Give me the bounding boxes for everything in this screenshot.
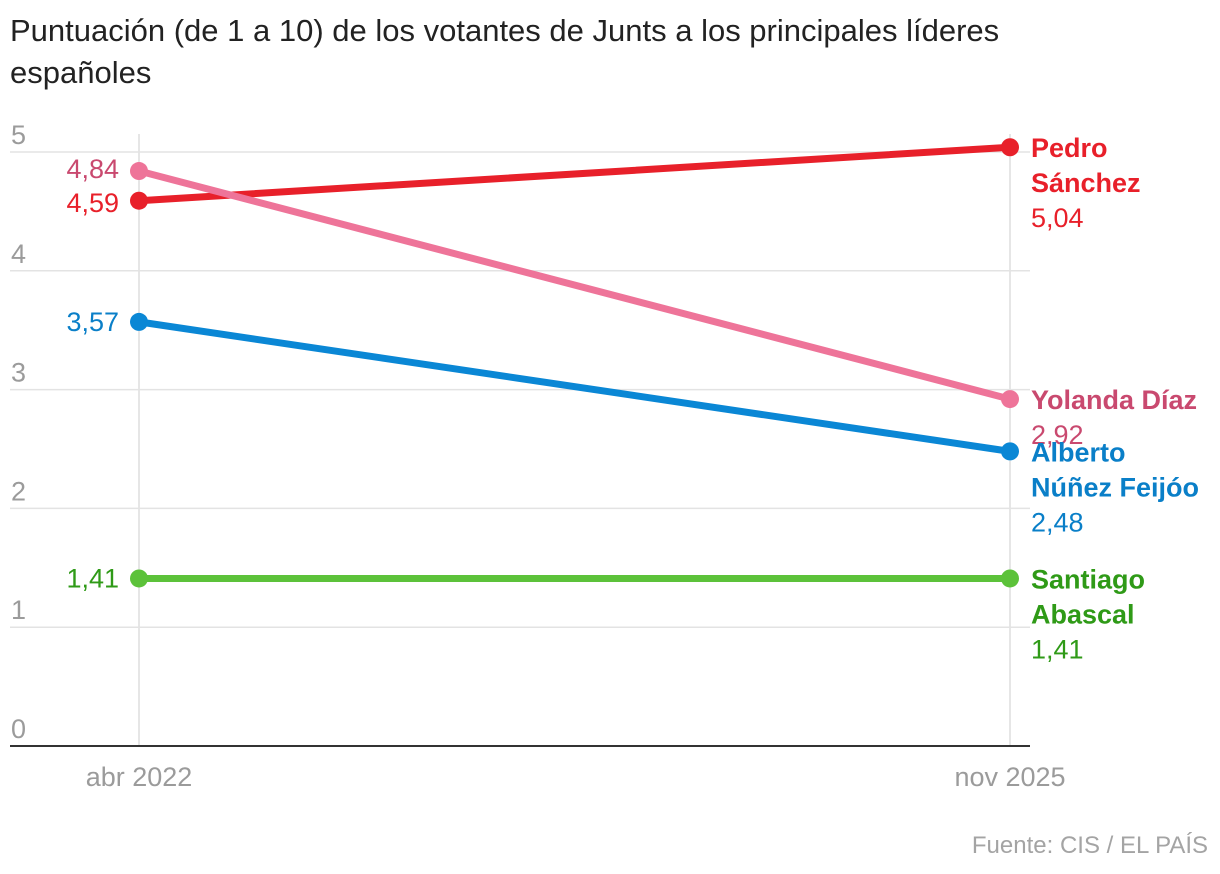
x-tick-label: abr 2022 <box>86 762 193 792</box>
x-tick-label: nov 2025 <box>954 762 1065 792</box>
start-value-label: 3,57 <box>66 307 119 337</box>
data-point <box>130 312 148 331</box>
y-tick-label: 3 <box>11 358 26 388</box>
series-line <box>135 318 1014 455</box>
series-name-label: Santiago <box>1031 564 1145 594</box>
series-name-label: Núñez Feijóo <box>1031 472 1199 502</box>
data-point <box>130 191 148 210</box>
data-point <box>1001 138 1019 157</box>
data-point <box>1001 442 1019 461</box>
chart-title: Puntuación (de 1 a 10) de los votantes d… <box>10 13 1000 90</box>
end-value-label: 1,41 <box>1031 634 1084 664</box>
source-note: Fuente: CIS / EL PAÍS <box>971 832 1208 859</box>
start-value-label: 1,41 <box>66 563 119 593</box>
data-point <box>130 162 148 181</box>
start-value-label: 4,84 <box>66 154 119 184</box>
y-tick-label: 0 <box>11 714 26 744</box>
y-tick-label: 2 <box>11 476 26 506</box>
series-name-label: Pedro <box>1031 133 1108 163</box>
series-name-label: Sánchez <box>1031 168 1141 198</box>
series-name-label: Abascal <box>1031 599 1135 629</box>
end-value-label: 2,92 <box>1031 420 1084 450</box>
start-value-label: 4,59 <box>66 188 119 218</box>
y-tick-label: 5 <box>11 120 26 150</box>
series-line <box>135 167 1014 403</box>
series-line <box>135 143 1014 205</box>
data-point <box>130 569 148 588</box>
data-point <box>1001 390 1019 409</box>
y-tick-label: 4 <box>11 239 26 269</box>
end-value-label: 2,48 <box>1031 507 1084 537</box>
data-point <box>1001 569 1019 588</box>
y-tick-label: 1 <box>11 595 26 625</box>
series-name-label: Yolanda Díaz <box>1031 385 1197 415</box>
end-value-label: 5,04 <box>1031 203 1084 233</box>
series-name-label: Alberto <box>1031 437 1126 467</box>
